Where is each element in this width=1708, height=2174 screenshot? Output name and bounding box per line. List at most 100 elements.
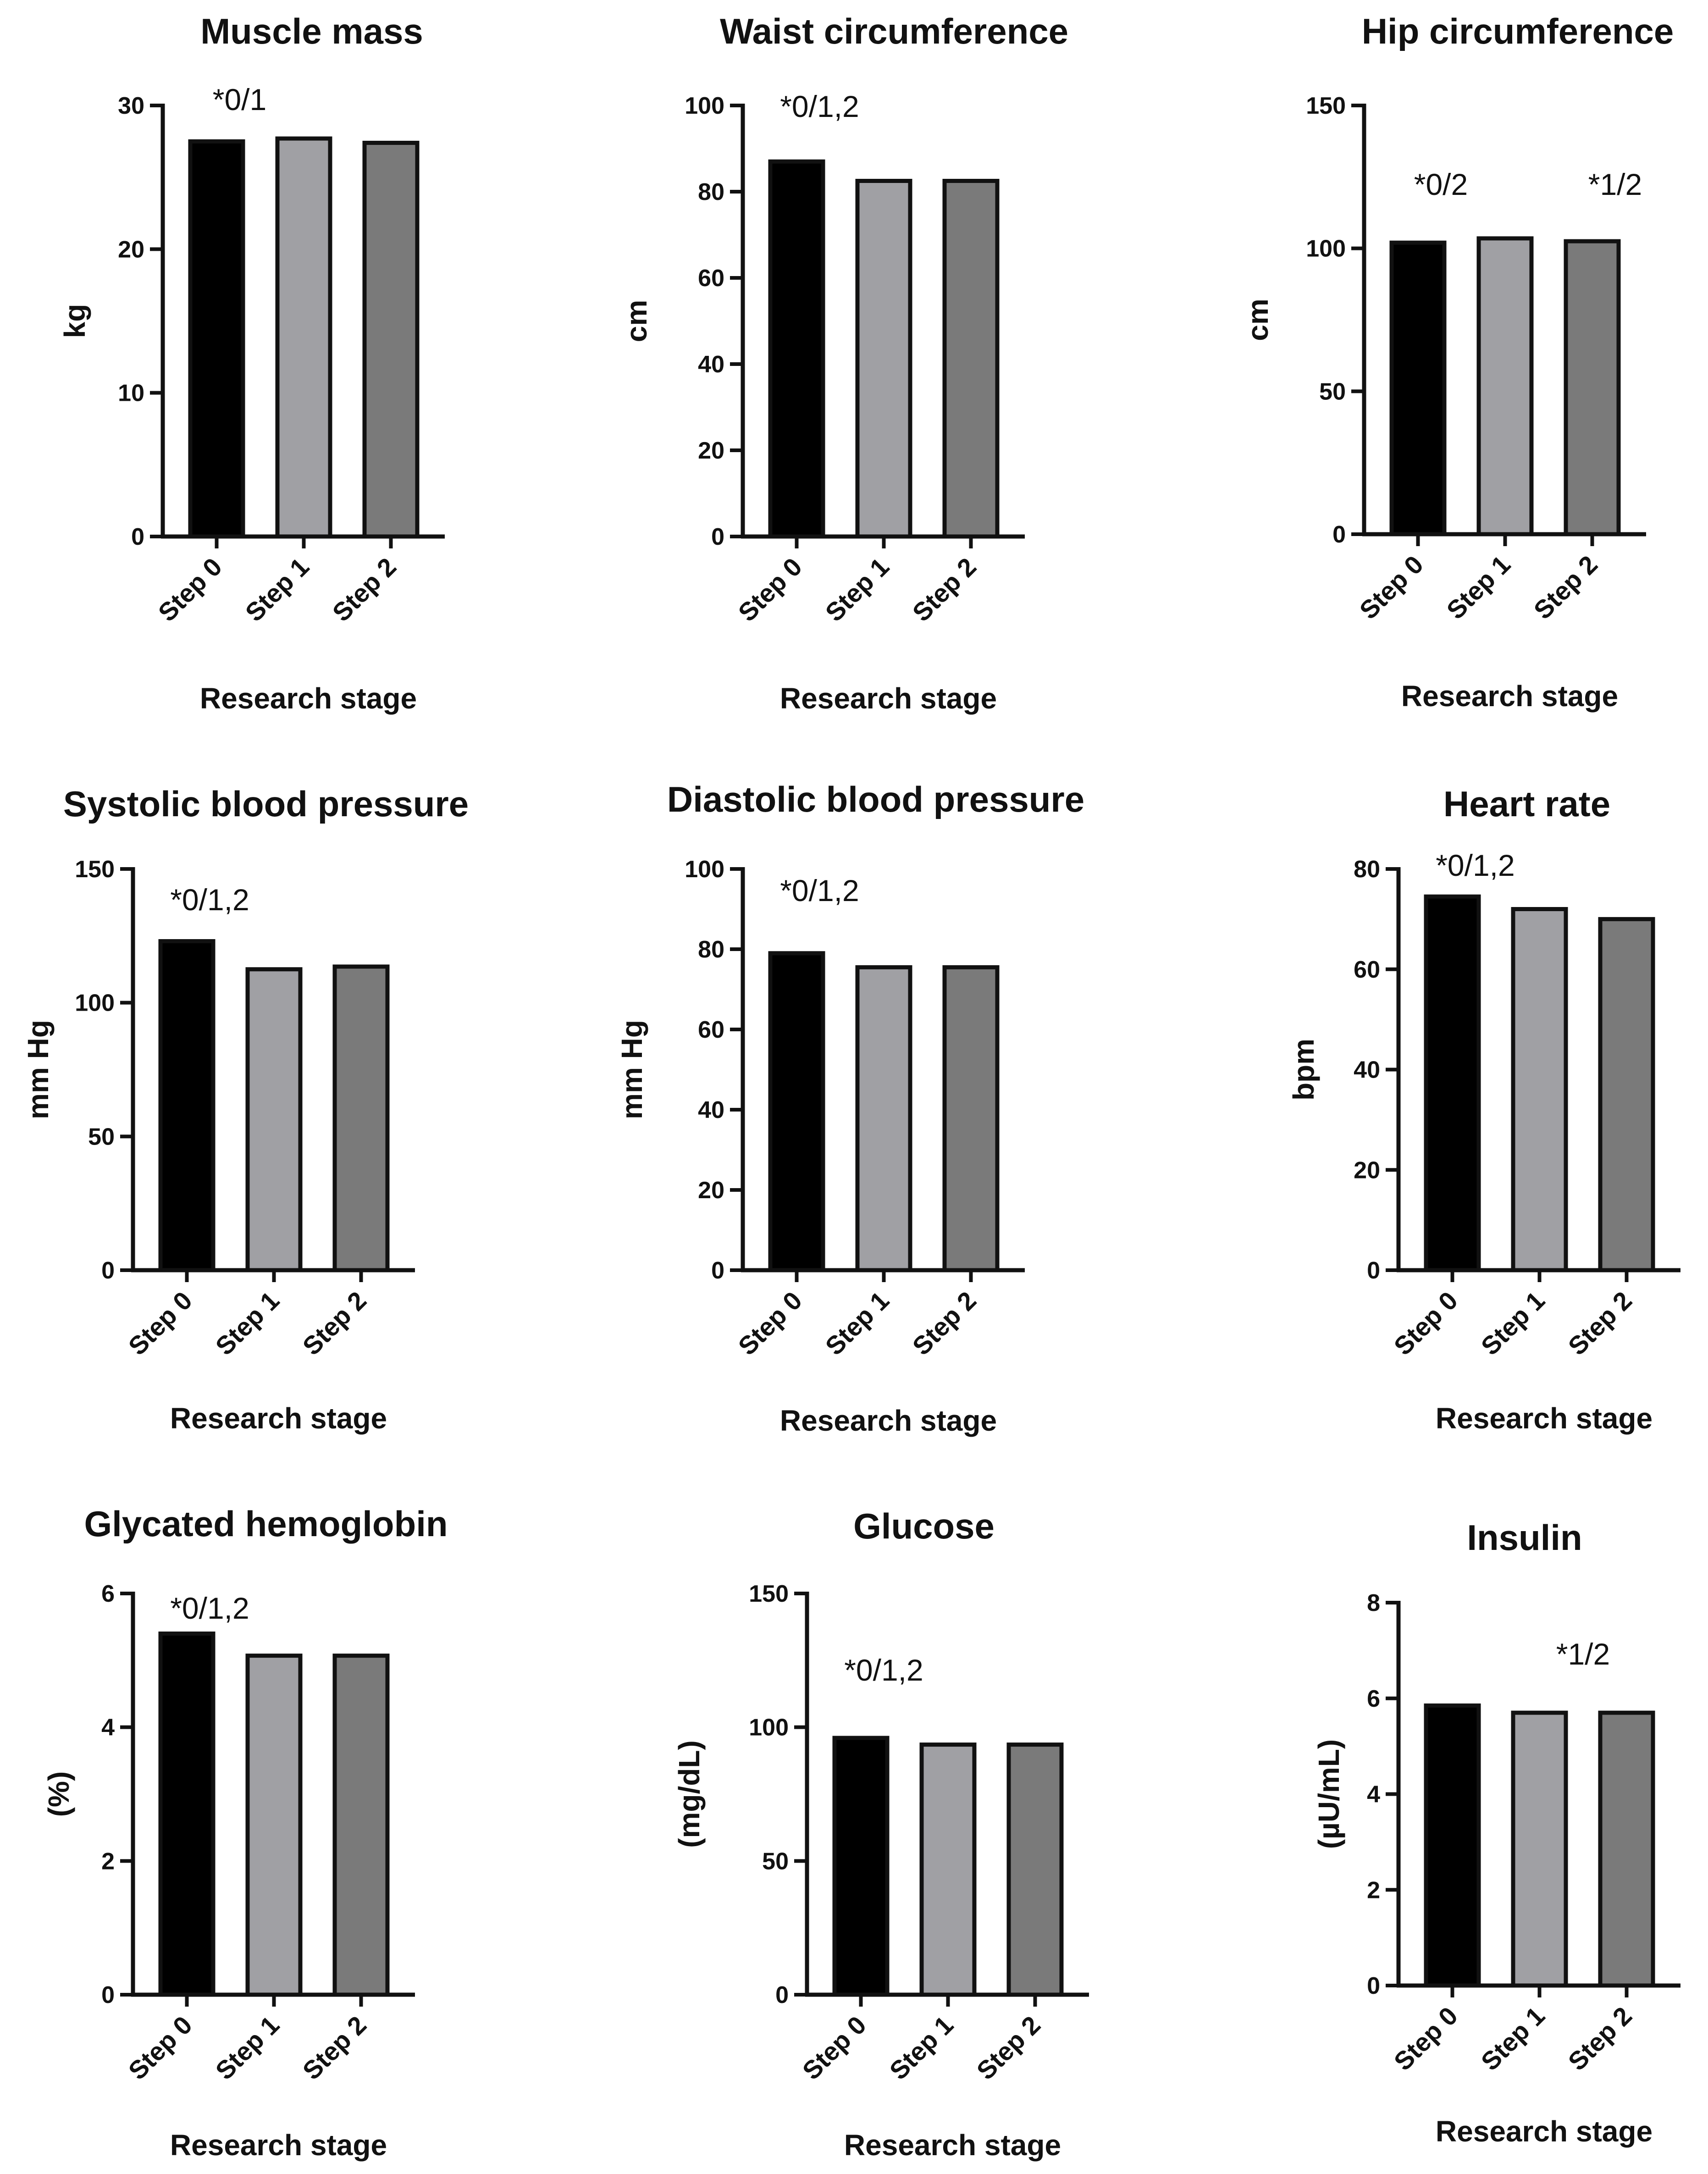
category-label: Step 0 xyxy=(1388,2001,1463,2076)
bar-step-2 xyxy=(332,964,390,1272)
y-tick-label: 0 xyxy=(1332,521,1346,548)
category-label: Step 2 xyxy=(1528,550,1603,625)
bar-step-1 xyxy=(245,967,303,1272)
significance-annotation: *0/1,2 xyxy=(844,1653,923,1687)
significance-annotation: *0/2 xyxy=(1414,167,1468,201)
category-label: Step 2 xyxy=(1563,2001,1637,2076)
y-tick-label: 100 xyxy=(1306,236,1346,262)
bar-step-1 xyxy=(1476,236,1534,537)
y-tick-label: 50 xyxy=(762,1848,789,1875)
x-axis-label: Research stage xyxy=(1436,1402,1653,1435)
bar-step-1 xyxy=(275,136,332,539)
y-axis-label: mm Hg xyxy=(22,1020,55,1119)
y-tick-label: 40 xyxy=(1354,1057,1380,1084)
chart-panel: Glycated hemoglobin 0 2 4 6 Step 0 Step 1 Step … xyxy=(42,1504,448,2162)
y-tick-label: 20 xyxy=(698,437,724,464)
significance-annotation: *0/1,2 xyxy=(780,874,859,907)
bar-step-0 xyxy=(1424,894,1481,1272)
x-axis-label: Research stage xyxy=(844,2129,1061,2162)
bar-step-0 xyxy=(188,139,245,539)
x-axis-label: Research stage xyxy=(170,2129,387,2162)
y-tick-label: 100 xyxy=(749,1715,789,1741)
y-tick-label: 20 xyxy=(118,236,144,263)
y-tick-label: 4 xyxy=(101,1715,115,1741)
category-label: Step 1 xyxy=(884,2010,959,2085)
bar-step-2 xyxy=(332,1654,390,1997)
y-tick-label: 50 xyxy=(1319,378,1346,405)
chart-title: Heart rate xyxy=(1443,784,1610,824)
y-tick-label: 2 xyxy=(1367,1877,1380,1903)
chart-panel: Diastolic blood pressure 0 20 40 60 80 100 Step… xyxy=(615,779,1084,1437)
y-axis-label: (%) xyxy=(42,1771,75,1817)
category-label: Step 2 xyxy=(971,2010,1046,2085)
bar-step-0 xyxy=(768,951,825,1272)
y-tick-label: 4 xyxy=(1367,1781,1380,1808)
chart-title: Insulin xyxy=(1467,1517,1582,1558)
category-label: Step 2 xyxy=(907,552,982,627)
y-tick-label: 20 xyxy=(1354,1157,1380,1184)
category-label: Step 0 xyxy=(123,2010,198,2085)
y-tick-label: 150 xyxy=(1306,93,1346,119)
y-tick-label: 100 xyxy=(75,990,115,1017)
category-label: Step 0 xyxy=(733,552,807,627)
chart-panel: Heart rate 0 20 40 60 80 Step 0 Step 1 Step 2 bpm… xyxy=(1287,784,1680,1435)
significance-annotation: *0/1 xyxy=(213,83,266,116)
chart-panel: Muscle mass 0 10 20 30 Step 0 Step 1 Step 2 kg Re… xyxy=(58,11,445,715)
chart-panel: Insulin 0 2 4 6 8 Step 0 Step 1 Step 2 (µU/mL) Res… xyxy=(1312,1517,1680,2148)
category-label: Step 0 xyxy=(123,1286,198,1361)
y-tick-label: 80 xyxy=(698,936,724,963)
category-label: Step 2 xyxy=(297,1286,372,1361)
category-label: Step 0 xyxy=(797,2010,872,2085)
significance-annotation: *0/1,2 xyxy=(170,1591,249,1625)
bar-step-0 xyxy=(158,939,216,1272)
chart-title: Glucose xyxy=(853,1506,995,1546)
y-axis-label: mm Hg xyxy=(615,1020,648,1119)
bar-step-1 xyxy=(919,1743,977,1997)
category-label: Step 1 xyxy=(240,552,315,627)
bar-step-1 xyxy=(245,1654,303,1997)
y-tick-label: 0 xyxy=(101,1982,115,2008)
y-tick-label: 60 xyxy=(1354,957,1380,983)
category-label: Step 1 xyxy=(820,1286,895,1361)
chart-title: Diastolic blood pressure xyxy=(667,779,1084,819)
significance-annotation: *0/1,2 xyxy=(1436,848,1515,882)
y-tick-label: 0 xyxy=(1367,1257,1380,1284)
chart-panel: Glucose 0 50 100 150 Step 0 Step 1 Step 2 (mg/dL… xyxy=(673,1506,1089,2162)
bar-step-2 xyxy=(362,140,420,539)
x-axis-label: Research stage xyxy=(1436,2115,1653,2148)
y-axis-label: (µU/mL) xyxy=(1312,1739,1345,1849)
bar-step-2 xyxy=(1006,1743,1064,1997)
y-tick-label: 100 xyxy=(685,856,724,883)
x-axis-label: Research stage xyxy=(170,1402,387,1435)
y-tick-label: 0 xyxy=(711,524,724,550)
y-tick-label: 0 xyxy=(101,1257,115,1284)
y-tick-label: 2 xyxy=(101,1848,115,1875)
bar-step-1 xyxy=(1511,1710,1568,1988)
chart-title: Glycated hemoglobin xyxy=(84,1504,448,1544)
y-tick-label: 40 xyxy=(698,1097,724,1123)
y-tick-label: 60 xyxy=(698,265,724,292)
y-tick-label: 10 xyxy=(118,380,144,407)
chart-title: Hip circumference xyxy=(1362,11,1674,51)
category-label: Step 2 xyxy=(1563,1286,1637,1361)
y-axis-label: bpm xyxy=(1287,1039,1320,1101)
category-label: Step 1 xyxy=(1476,1286,1550,1361)
category-label: Step 2 xyxy=(327,552,402,627)
y-tick-label: 150 xyxy=(749,1581,789,1607)
y-tick-label: 6 xyxy=(1367,1686,1380,1712)
bar-step-2 xyxy=(1564,239,1621,537)
chart-title: Muscle mass xyxy=(200,11,423,51)
x-axis-label: Research stage xyxy=(1401,680,1618,713)
category-label: Step 1 xyxy=(210,2010,285,2085)
category-label: Step 1 xyxy=(1441,550,1516,625)
y-tick-label: 80 xyxy=(1354,856,1380,883)
category-label: Step 1 xyxy=(210,1286,285,1361)
bar-step-0 xyxy=(768,159,825,539)
y-axis-label: cm xyxy=(1241,299,1274,341)
significance-annotation: *0/1,2 xyxy=(170,883,249,917)
chart-panel: Hip circumference 0 50 100 150 Step 0 Step 1 St… xyxy=(1241,11,1674,713)
y-tick-label: 8 xyxy=(1367,1590,1380,1616)
